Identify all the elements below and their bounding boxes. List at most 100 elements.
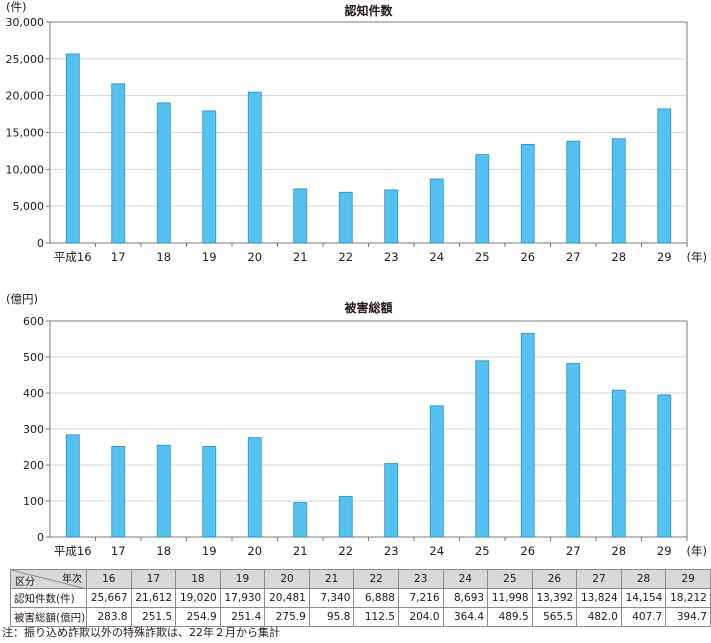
table-cell: 13,824 [576, 588, 622, 608]
y-tick-label: 400 [23, 387, 44, 400]
table-year-header: 26 [531, 569, 578, 589]
x-tick-label: 18 [156, 250, 171, 264]
chart-title: 認知件数 [344, 3, 393, 18]
table-corner-category-label: 区分 [15, 577, 35, 588]
bar [111, 446, 126, 538]
bar [566, 363, 581, 538]
table-year-header: 27 [576, 569, 622, 589]
table-cell: 251.5 [130, 607, 177, 627]
table-year-header: 22 [353, 569, 399, 589]
table-corner-cell: 年次 区分 [10, 569, 87, 589]
bar [429, 178, 444, 244]
table-cell: 25,667 [86, 588, 132, 608]
x-tick-label: 19 [202, 544, 217, 558]
y-axis-unit: (件) [6, 0, 26, 14]
table-cell: 7,216 [397, 588, 444, 608]
bar [384, 463, 399, 538]
bar [429, 405, 444, 538]
table-cell: 19,020 [175, 588, 221, 608]
x-tick-label: 26 [520, 250, 535, 264]
bar [475, 360, 490, 538]
x-tick-label: 29 [657, 544, 672, 558]
table-cell: 13,392 [531, 588, 578, 608]
x-tick-label: 25 [475, 250, 490, 264]
x-tick-label: 17 [111, 250, 126, 264]
bar [156, 444, 171, 538]
y-tick-label: 0 [37, 531, 44, 544]
bar [566, 140, 581, 244]
table-cell: 482.0 [576, 607, 622, 627]
x-tick-label: 21 [293, 250, 308, 264]
y-tick-label: 300 [23, 423, 44, 436]
y-tick-label: 200 [23, 459, 44, 472]
x-tick-label: 18 [156, 544, 171, 558]
x-tick-label: 22 [338, 250, 353, 264]
table-year-header: 19 [219, 569, 266, 589]
bar [65, 434, 80, 538]
x-tick-label: 17 [111, 544, 126, 558]
table-year-header: 20 [264, 569, 310, 589]
table-cell: 20,481 [264, 588, 310, 608]
table-year-header: 28 [620, 569, 667, 589]
x-tick-label: 27 [566, 250, 581, 264]
table-year-header: 17 [130, 569, 177, 589]
bar [65, 53, 80, 244]
x-tick-label: 24 [429, 544, 444, 558]
x-tick-label: 26 [520, 544, 535, 558]
bar [338, 191, 353, 244]
table-corner-year-label: 年次 [62, 574, 82, 585]
bar [202, 110, 217, 244]
bar [657, 108, 672, 244]
bar [520, 143, 535, 244]
table-row-label: 被害総額(億円) [10, 607, 87, 627]
x-tick-label: 平成16 [54, 544, 92, 558]
bar [247, 437, 262, 538]
table-year-header: 21 [308, 569, 355, 589]
bar [611, 138, 626, 244]
x-tick-label: 19 [202, 250, 217, 264]
chart-title: 被害総額 [344, 300, 392, 315]
table-cell: 21,612 [130, 588, 177, 608]
y-tick-label: 30,000 [6, 16, 45, 29]
table-cell: 7,340 [308, 588, 355, 608]
bar [111, 83, 126, 244]
table-cell: 6,888 [353, 588, 399, 608]
table-cell: 565.5 [531, 607, 578, 627]
x-tick-label: 20 [247, 544, 262, 558]
table-cell: 489.5 [487, 607, 533, 627]
x-axis-unit: (年) [687, 544, 707, 558]
bar [293, 188, 308, 244]
table-cell: 18,212 [665, 588, 711, 608]
table-row-label: 認知件数(件) [10, 588, 87, 608]
table-cell: 364.4 [442, 607, 489, 627]
x-tick-label: 24 [429, 250, 444, 264]
table-row-count: 認知件数(件) 25,667 21,612 19,020 17,930 20,4… [10, 588, 711, 608]
bar [520, 333, 535, 538]
table-cell: 204.0 [397, 607, 444, 627]
table-year-header: 25 [487, 569, 533, 589]
y-tick-label: 500 [23, 351, 44, 364]
table-year-header: 16 [86, 569, 132, 589]
x-axis-unit: (年) [687, 250, 707, 264]
table-cell: 112.5 [353, 607, 399, 627]
x-tick-label: 21 [293, 544, 308, 558]
table-cell: 11,998 [487, 588, 533, 608]
table-cell: 283.8 [86, 607, 132, 627]
bar [202, 446, 217, 538]
bar [293, 502, 308, 538]
bar [384, 189, 399, 244]
x-tick-label: 29 [657, 250, 672, 264]
bar [475, 154, 490, 244]
x-tick-label: 22 [338, 544, 353, 558]
y-axis-unit: (億円) [6, 292, 38, 306]
table-cell: 394.7 [665, 607, 711, 627]
data-table: 年次 区分 16 17 18 19 20 21 22 23 24 25 26 2… [10, 569, 711, 627]
bar [611, 389, 626, 538]
x-tick-label: 28 [611, 250, 626, 264]
table-row-damage: 被害総額(億円) 283.8 251.5 254.9 251.4 275.9 9… [10, 607, 711, 627]
x-tick-label: 28 [611, 544, 626, 558]
table-year-header: 23 [397, 569, 444, 589]
y-tick-label: 15,000 [6, 127, 45, 140]
x-tick-label: 25 [475, 544, 490, 558]
x-tick-label: 23 [384, 250, 399, 264]
